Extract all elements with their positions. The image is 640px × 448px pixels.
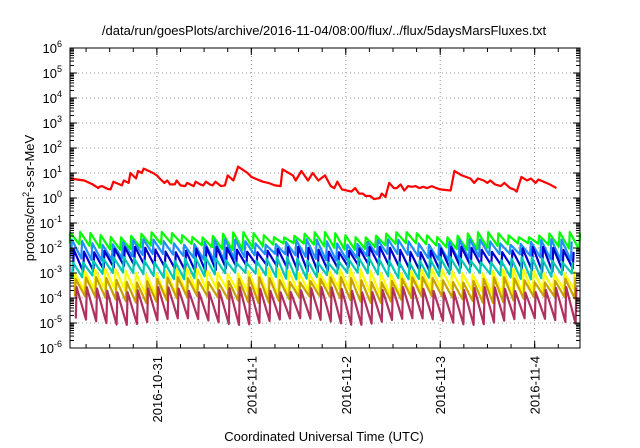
series-line-2 [68, 230, 582, 251]
y-tick-exponent: 5 [57, 64, 62, 74]
x-tick-label: 2016-11-4 [528, 356, 543, 414]
x-tick-label: 2016-11-2 [339, 356, 354, 414]
y-tick-label: 10-1 [40, 214, 62, 231]
y-tick-base: 10 [43, 41, 57, 56]
y-tick-exponent: -6 [54, 339, 62, 349]
y-tick-label: 106 [43, 39, 62, 56]
y-tick-base: 10 [40, 291, 54, 306]
series-layer [68, 165, 582, 326]
series-line-5 [70, 256, 574, 281]
y-tick-exponent: 4 [57, 89, 62, 99]
series-line-6 [72, 267, 576, 297]
y-tick-base: 10 [43, 191, 57, 206]
x-axis-label: Coordinated Universal Time (UTC) [224, 429, 423, 444]
y-tick-base: 10 [40, 266, 54, 281]
y-tick-label: 100 [43, 189, 62, 206]
x-axis: 2016-10-31 2016-11-1 2016-11-2 2016-11-3 201… [85, 48, 559, 423]
y-tick-exponent: 0 [57, 189, 62, 199]
series-line-3 [70, 238, 573, 262]
y-tick-exponent: 6 [57, 39, 62, 49]
y-axis-label-tail: -s-sr-MeV [22, 134, 37, 191]
y-tick-exponent: 2 [57, 139, 62, 149]
y-tick-exponent: -5 [54, 314, 62, 324]
y-tick-base: 10 [43, 116, 57, 131]
x-tick-label: 2016-11-1 [244, 356, 259, 414]
chart-title: /data/run/goesPlots/archive/2016-11-04/0… [102, 23, 547, 38]
y-tick-base: 10 [43, 66, 57, 81]
y-tick-label: 101 [43, 164, 62, 181]
y-tick-base: 10 [43, 141, 57, 156]
y-tick-base: 10 [40, 341, 54, 356]
y-tick-base: 10 [40, 241, 54, 256]
y-tick-exponent: 3 [57, 114, 62, 124]
x-tick-label: 2016-10-31 [150, 356, 165, 423]
y-tick-base: 10 [40, 316, 54, 331]
series-line-4 [71, 245, 575, 273]
y-tick-label: 102 [43, 139, 62, 156]
y-tick-exponent: -2 [54, 239, 62, 249]
series-line-7 [73, 276, 577, 305]
series-line-8 [74, 286, 578, 326]
y-axis-label-main: protons/cm [22, 197, 37, 261]
y-tick-label: 103 [43, 114, 62, 131]
y-tick-label: 10-4 [40, 289, 62, 306]
y-axis-label: protons/cm2-s-sr-MeV [21, 134, 37, 261]
y-tick-exponent: 1 [57, 164, 62, 174]
y-tick-base: 10 [43, 91, 57, 106]
y-tick-label: 10-6 [40, 339, 62, 356]
y-tick-label: 104 [43, 89, 62, 106]
y-axis-label-sup: 2 [21, 192, 31, 197]
y-tick-label: 10-2 [40, 239, 62, 256]
y-tick-exponent: -4 [54, 289, 62, 299]
y-tick-label: 105 [43, 64, 62, 81]
y-tick-exponent: -1 [54, 214, 62, 224]
y-tick-base: 10 [43, 166, 57, 181]
y-tick-base: 10 [40, 216, 54, 231]
y-tick-exponent: -3 [54, 264, 62, 274]
y-tick-label: 10-5 [40, 314, 62, 331]
y-axis: 10-610-510-410-310-210-11001011021031041… [40, 39, 580, 356]
x-tick-label: 2016-11-3 [433, 356, 448, 414]
y-tick-label: 10-3 [40, 264, 62, 281]
series-line-1 [69, 165, 557, 201]
